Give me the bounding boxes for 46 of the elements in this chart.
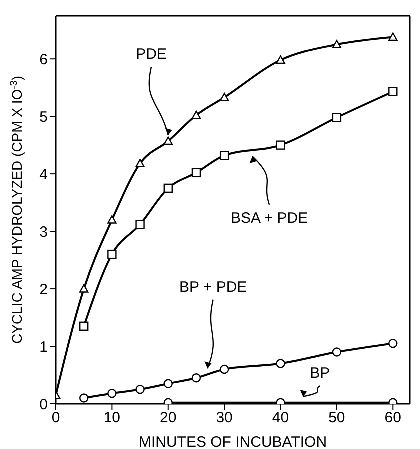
point <box>220 364 230 374</box>
point <box>192 168 202 178</box>
point <box>164 136 173 146</box>
point <box>332 40 342 49</box>
point <box>388 339 398 348</box>
point <box>276 56 286 64</box>
point <box>220 151 230 160</box>
point <box>136 159 145 168</box>
x-axis-title: MINUTES OF INCUBATION <box>138 434 328 449</box>
point <box>388 87 398 96</box>
point <box>276 359 286 368</box>
point <box>164 379 173 388</box>
point <box>108 250 117 260</box>
y-tick-label: 6 <box>40 51 48 68</box>
text: BSA + PDE <box>230 210 308 227</box>
x-tick-label: 50 <box>328 410 346 427</box>
point <box>108 389 117 398</box>
y-tick-label: 5 <box>40 108 48 126</box>
x-tick-label: 20 <box>160 410 177 427</box>
x-tick-label: 0 <box>52 410 60 427</box>
x-tick-label: 60 <box>384 410 402 427</box>
point <box>332 348 342 357</box>
point <box>192 374 202 383</box>
series-label: BP <box>310 365 330 382</box>
point <box>79 394 89 403</box>
point <box>192 110 202 120</box>
x-tick-label: 40 <box>272 410 290 427</box>
x-tick-label: 10 <box>104 410 121 427</box>
point <box>79 322 89 331</box>
y-tick-label: 0 <box>40 396 48 414</box>
point <box>79 284 89 293</box>
point <box>136 220 145 230</box>
y-tick-label: 1 <box>40 338 48 356</box>
point <box>164 184 173 194</box>
point <box>220 93 230 102</box>
text: PDE <box>136 46 167 64</box>
y-tick-label: 2 <box>40 281 48 298</box>
y-tick-label: 3 <box>40 224 48 241</box>
text: BP + PDE <box>179 278 248 296</box>
x-tick-label: 30 <box>216 410 233 427</box>
point <box>388 32 398 42</box>
point <box>108 215 117 224</box>
point <box>276 140 286 150</box>
y-tick-label: 4 <box>40 166 48 184</box>
point <box>136 385 145 394</box>
point <box>332 113 342 122</box>
